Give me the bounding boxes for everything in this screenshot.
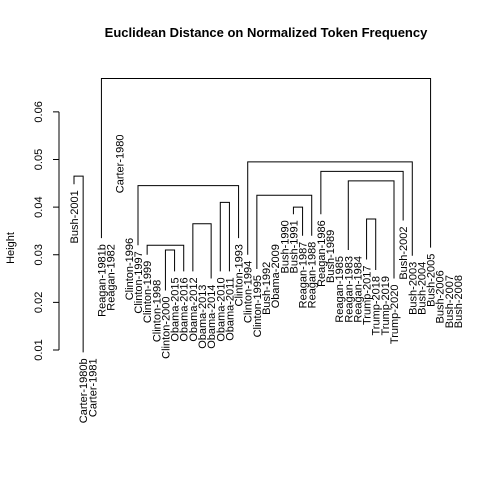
- leaf-label: Trump-2019: [380, 276, 392, 336]
- leaf-label: Clinton-1997: [133, 251, 145, 313]
- y-tick-label: 0.04: [33, 196, 45, 217]
- y-axis: 0.01 0.02 0.03 0.04 0.05 0.06: [33, 101, 60, 361]
- leaf-label: Bush-2006: [435, 270, 447, 323]
- y-tick-label: 0.05: [33, 149, 45, 170]
- chart-title: Euclidean Distance on Normalized Token F…: [105, 25, 428, 40]
- dendrogram-branch: [256, 194, 313, 270]
- leaf-label: Obama-2012: [188, 277, 200, 341]
- leaf-label: Bush-2002: [398, 226, 410, 279]
- leaf-label: Bush-2004: [416, 262, 428, 315]
- dendrogram-branch: [247, 161, 413, 256]
- leaf-label: Clinton-1994: [243, 261, 255, 323]
- leaf-label: Obama-2009: [270, 244, 282, 308]
- leaf-label: Clinton-1995: [252, 275, 264, 337]
- dendrogram-branch: [347, 180, 395, 279]
- leaf-label: Obama-2014: [206, 285, 218, 349]
- leaf-label: Reagan-1982: [106, 244, 118, 311]
- leaf-label: Carter-1980: [115, 135, 127, 194]
- dendrogram-branch: [164, 249, 176, 291]
- leaf-label: Bush-2007: [444, 275, 456, 328]
- leaf-label: Obama-2015: [170, 277, 182, 341]
- leaf-label: Reagan-1986: [316, 220, 328, 287]
- leaf-label: Bush-1990: [279, 220, 291, 273]
- dendrogram-branch: [146, 244, 185, 272]
- leaf-label: Bush-2003: [407, 262, 419, 315]
- leaf-label: Reagan-1985: [334, 256, 346, 323]
- y-axis-label: Height: [5, 232, 17, 264]
- leaf-label: Reagan-1988: [307, 242, 319, 309]
- leaf-label: Obama-2010: [215, 277, 227, 341]
- leaf-label: Trump-2018: [371, 276, 383, 336]
- leaf-label: Reagan-1987: [298, 242, 310, 309]
- leaf-label: Reagan-1983: [343, 256, 355, 323]
- dendrogram-branch: [100, 78, 432, 248]
- leaf-label: Reagan-1981b: [96, 244, 108, 317]
- leaf-label: Trump-2020: [389, 285, 401, 345]
- leaf-label: Bush-2008: [453, 275, 465, 328]
- leaf-label: Bush-2005: [426, 254, 438, 307]
- leaf-label: Obama-2013: [197, 285, 209, 349]
- dendrogram-branch: [292, 206, 304, 236]
- leaf-label: Bush-2001: [69, 190, 81, 243]
- leaf-label: Clinton-1998: [151, 280, 163, 342]
- dendrogram-branch: [73, 175, 84, 353]
- y-tick-label: 0.01: [33, 339, 45, 360]
- leaf-label: Carter-1980b: [78, 358, 90, 423]
- leaf-label: Reagan-1984: [352, 256, 364, 323]
- dendrogram-branch: [219, 201, 230, 272]
- leaf-label: Trump-2017: [362, 266, 374, 326]
- dendrogram-branch: [320, 170, 404, 221]
- y-tick-label: 0.02: [33, 292, 45, 313]
- dendrogram-branch: [137, 185, 240, 246]
- leaf-label: Clinton-1996: [124, 238, 136, 300]
- leaf-label: Clinton-1999: [142, 261, 154, 323]
- y-tick-label: 0.06: [33, 101, 45, 122]
- dendrogram-branch: [192, 223, 212, 279]
- leaf-label: Obama-2011: [224, 277, 236, 340]
- leaf-label: Bush-1991: [288, 220, 300, 273]
- leaf-label: Obama-2016: [179, 277, 191, 341]
- y-tick-label: 0.03: [33, 244, 45, 265]
- leaf-label: Carter-1981: [87, 358, 99, 417]
- leaf-label: Clinton-2000: [160, 296, 172, 358]
- leaf-label: Bush-1989: [325, 230, 337, 283]
- dendrogram-branch: [366, 218, 377, 270]
- leaf-label: Clinton-1993: [234, 244, 246, 306]
- leaf-label: Bush-1992: [261, 262, 273, 315]
- dendrogram-branches: [73, 78, 432, 353]
